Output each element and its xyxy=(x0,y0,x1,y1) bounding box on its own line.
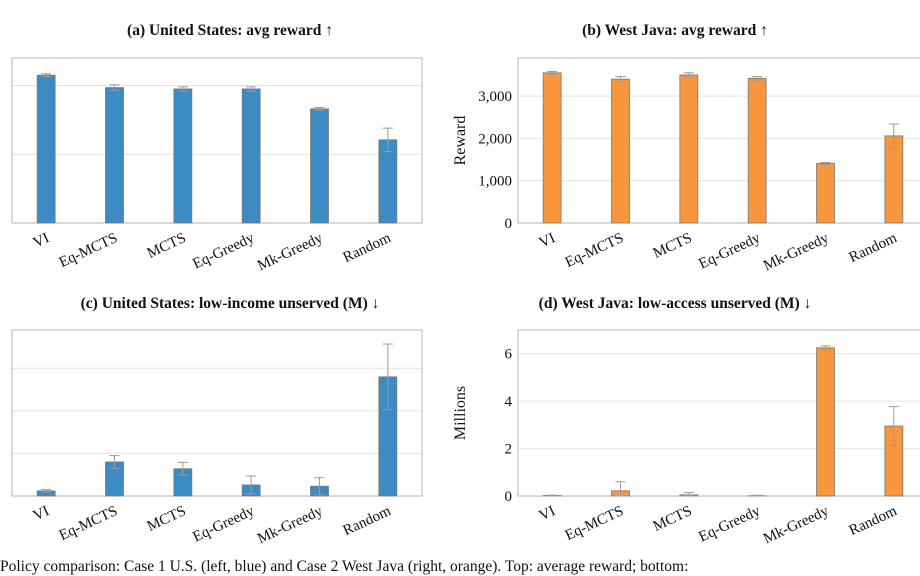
chart-panel-c: (c) United States: low-income unserved (… xyxy=(0,285,460,570)
y-tick-label: 3,000 xyxy=(478,89,512,105)
x-tick-label: MCTS xyxy=(145,503,189,535)
bar-mcts xyxy=(680,75,698,223)
x-tick-label: MCTS xyxy=(651,503,695,535)
y-tick-label: 4 xyxy=(505,394,513,410)
y-tick-label: 2,000 xyxy=(478,131,512,147)
plot-frame xyxy=(12,330,422,496)
x-tick-label: VI xyxy=(537,230,558,251)
bar-random xyxy=(885,136,903,223)
x-tick-label: Random xyxy=(341,503,394,539)
bar-vi xyxy=(37,75,55,223)
bar-vi xyxy=(543,73,561,223)
y-tick-label: 6 xyxy=(505,347,513,363)
x-tick-label: MCTS xyxy=(651,230,695,262)
x-tick-label: VI xyxy=(31,503,52,524)
bar-mcts xyxy=(174,89,192,223)
chart-panel-d: (d) West Java: low-access unserved (M) ↓… xyxy=(430,285,920,570)
x-tick-label: Eq-MCTS xyxy=(563,230,626,271)
x-tick-label: Mk-Greedy xyxy=(255,503,326,547)
x-tick-label: Eq-Greedy xyxy=(190,503,257,546)
x-tick-label: Random xyxy=(341,230,394,266)
y-axis-label: Millions xyxy=(452,386,469,440)
bar-eq-greedy xyxy=(242,89,260,223)
x-tick-label: Eq-MCTS xyxy=(57,503,120,544)
y-axis-label: Reward xyxy=(452,116,469,166)
x-tick-label: Eq-Greedy xyxy=(696,230,763,273)
bar-mk-greedy xyxy=(817,348,835,496)
x-tick-label: Eq-MCTS xyxy=(57,230,120,271)
y-tick-label: 0 xyxy=(505,489,513,505)
bar-eq-greedy xyxy=(748,78,766,223)
plot-frame xyxy=(518,58,920,223)
x-tick-label: Eq-MCTS xyxy=(563,503,626,544)
plot-frame xyxy=(12,58,422,223)
x-tick-label: MCTS xyxy=(145,230,189,262)
x-tick-label: Eq-Greedy xyxy=(190,230,257,273)
x-tick-label: VI xyxy=(31,230,52,251)
x-tick-label: Mk-Greedy xyxy=(255,230,326,274)
x-tick-label: Random xyxy=(847,503,900,539)
x-tick-label: Random xyxy=(847,230,900,266)
x-tick-label: VI xyxy=(537,503,558,524)
x-tick-label: Eq-Greedy xyxy=(696,503,763,546)
plot-frame xyxy=(518,330,920,496)
y-tick-label: 0 xyxy=(505,216,513,232)
bar-random xyxy=(379,140,397,223)
y-tick-label: 2 xyxy=(505,442,513,458)
x-tick-label: Mk-Greedy xyxy=(761,503,832,547)
bar-mk-greedy xyxy=(311,109,329,223)
figure-caption: Policy comparison: Case 1 U.S. (left, bl… xyxy=(0,558,920,576)
bar-eq-mcts xyxy=(612,79,630,223)
y-tick-label: 1,000 xyxy=(478,174,512,190)
x-tick-label: Mk-Greedy xyxy=(761,230,832,274)
bar-mk-greedy xyxy=(817,163,835,223)
bar-eq-mcts xyxy=(106,88,124,223)
